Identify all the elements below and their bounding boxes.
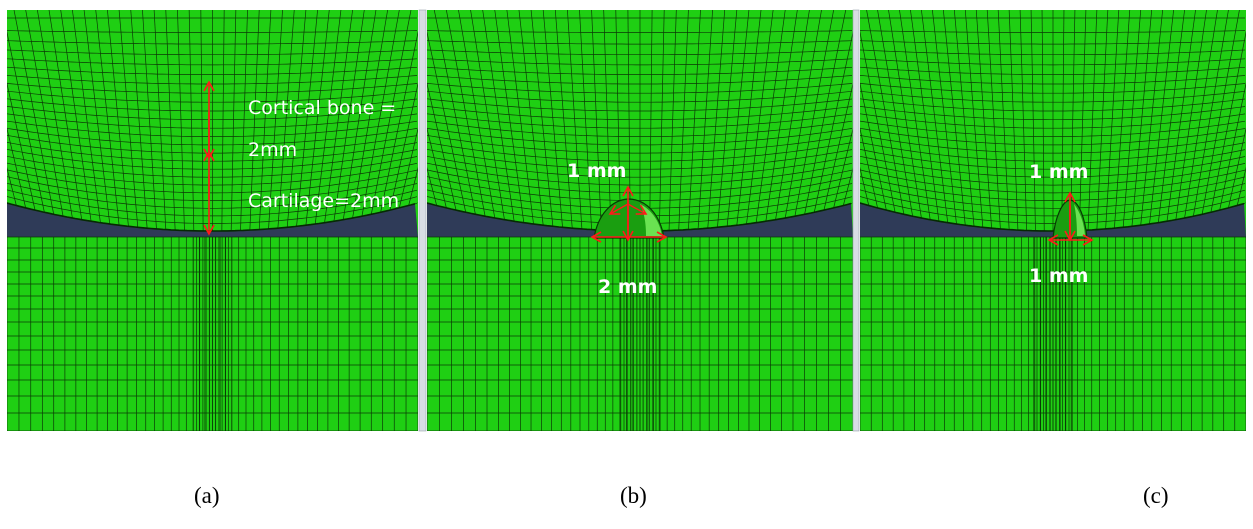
divider-ab [418, 9, 427, 432]
panel-c-joint-gap [860, 203, 1246, 237]
panel-b-mesh [427, 10, 853, 431]
panel-b-mesh-lines [427, 10, 853, 431]
width-label-c: 1 mm [1029, 265, 1088, 287]
panel-a-joint-gap [7, 203, 418, 237]
panel-a [7, 10, 418, 431]
cartilage-label: Cartilage=2mm [248, 190, 399, 212]
cortical-bone-label: Cortical bone = [248, 97, 396, 119]
cortical-bone-value: 2mm [248, 139, 297, 161]
caption-c: (c) [1143, 483, 1169, 508]
panel-c-annotations: 1 mm 1 mm [1029, 161, 1094, 287]
panel-a-mesh [7, 10, 418, 431]
depth-diag-b-2 [627, 203, 648, 215]
panel-c-mesh [860, 10, 1246, 431]
depth-label-b: 1 mm [567, 160, 626, 182]
caption-b: (b) [620, 483, 647, 508]
panel-b [427, 10, 853, 431]
divider-bc [852, 9, 860, 432]
width-label-b: 2 mm [598, 276, 657, 298]
panel-a-mesh-lines [7, 10, 418, 431]
panel-c [860, 10, 1246, 431]
caption-a: (a) [194, 483, 220, 508]
panel-b-joint-gap [427, 203, 853, 237]
depth-label-c: 1 mm [1029, 161, 1088, 183]
depth-diag-b-1 [608, 203, 629, 215]
panel-c-mesh-lines [860, 10, 1246, 431]
panel-a-annotations: Cortical bone = 2mm Cartilage=2mm [203, 80, 399, 236]
defect-c-highlight [1074, 204, 1085, 236]
panel-b-annotations: 1 mm 2 mm [567, 160, 668, 298]
